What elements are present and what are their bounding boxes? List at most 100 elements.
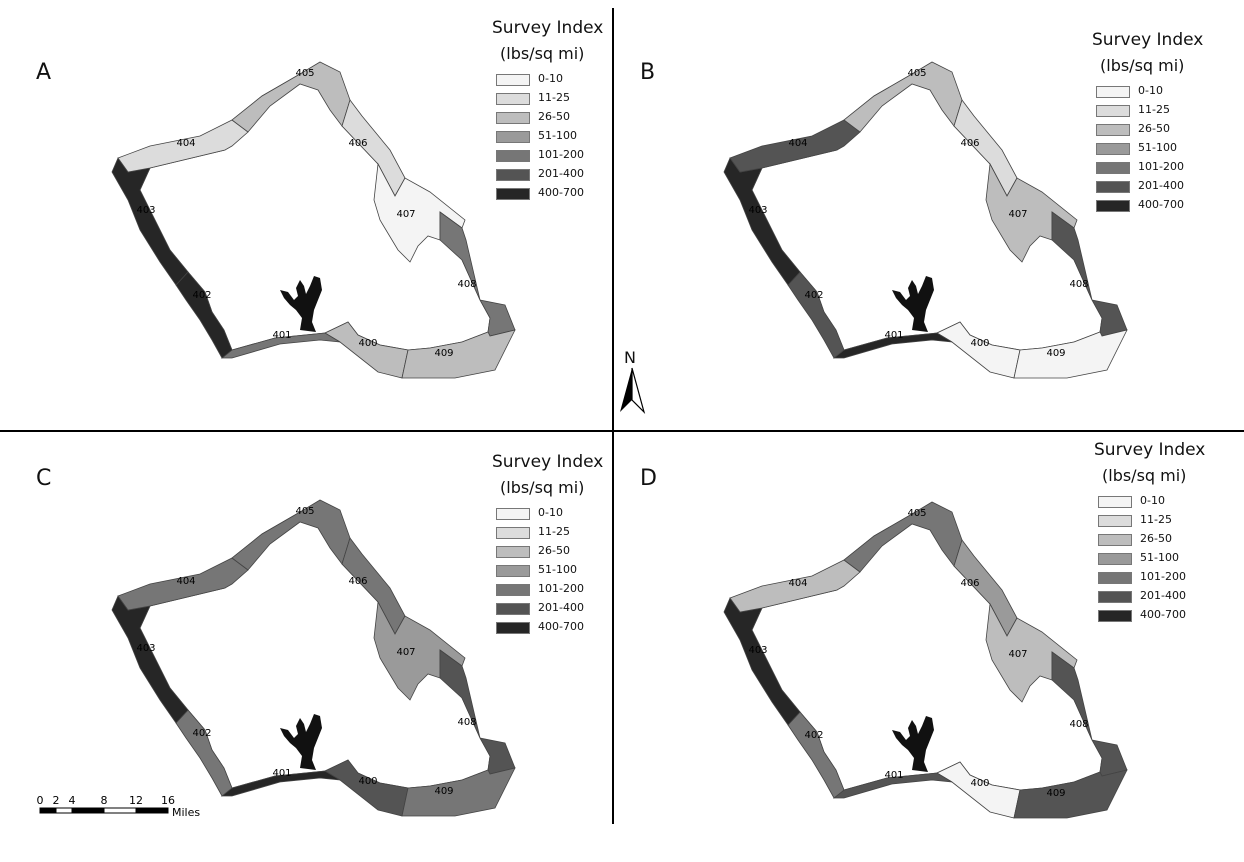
harbor-inlet — [280, 276, 322, 332]
legend-units: (lbs/sq mi) — [1100, 56, 1185, 75]
vertical-divider — [612, 8, 614, 824]
legend-label: 26-50 — [538, 544, 570, 557]
legend-swatch — [496, 112, 530, 124]
zone-409 — [1013, 769, 1128, 819]
legend-swatch — [1096, 162, 1130, 174]
legend-label: 11-25 — [538, 91, 570, 104]
legend-label: 26-50 — [538, 110, 570, 123]
harbor-inlet — [280, 714, 322, 770]
legend-swatch — [496, 131, 530, 143]
scale-bar: 0 2 4 8 12 16 Miles — [30, 794, 230, 822]
island-map: 400 401 402 403 404 405 406 407 408 409 — [111, 499, 516, 817]
horizontal-divider — [0, 430, 1244, 432]
north-arrow-label: N — [624, 348, 636, 367]
legend-swatch — [496, 527, 530, 539]
zone-label-406: 406 — [960, 578, 979, 589]
legend-swatch — [496, 603, 530, 615]
legend-swatch — [496, 93, 530, 105]
zone-label-408: 408 — [457, 717, 476, 728]
legend-label: 0-10 — [1140, 494, 1165, 507]
zone-401 — [220, 332, 341, 359]
zone-label-409: 409 — [434, 348, 453, 359]
legend-label: 26-50 — [1138, 122, 1170, 135]
legend-label: 11-25 — [538, 525, 570, 538]
legend-label: 11-25 — [1140, 513, 1172, 526]
legend-swatch — [496, 508, 530, 520]
zone-label-401: 401 — [884, 770, 903, 781]
legend-swatch — [496, 188, 530, 200]
scale-segment — [135, 807, 169, 814]
legend-label: 11-25 — [1138, 103, 1170, 116]
legend-label: 51-100 — [1138, 141, 1177, 154]
scale-segment — [103, 807, 137, 814]
legend-label: 51-100 — [538, 129, 577, 142]
legend-label: 400-700 — [538, 186, 584, 199]
legend-swatch — [1096, 86, 1130, 98]
zone-label-400: 400 — [970, 778, 989, 789]
legend-label: 201-400 — [1140, 589, 1186, 602]
scale-segment — [39, 807, 57, 814]
zone-label-403: 403 — [136, 643, 155, 654]
legend-label: 201-400 — [538, 167, 584, 180]
zone-402 — [787, 271, 845, 359]
zone-label-400: 400 — [358, 776, 377, 787]
scale-tick-label: 0 — [37, 794, 44, 807]
scale-tick-label: 12 — [129, 794, 143, 807]
zone-409 — [401, 329, 516, 379]
zone-402 — [175, 709, 233, 797]
zone-label-409: 409 — [434, 786, 453, 797]
map-panel-a: A 400 401 402 403 404 405 406 407 408 409 Survey In… — [0, 0, 612, 430]
legend-swatch — [1098, 553, 1132, 565]
legend-title: Survey Index — [1092, 30, 1204, 50]
zone-label-405: 405 — [907, 508, 926, 519]
legend-swatch — [496, 546, 530, 558]
legend-swatch — [496, 622, 530, 634]
legend-label: 400-700 — [538, 620, 584, 633]
panel-letter: B — [640, 60, 656, 85]
legend-units: (lbs/sq mi) — [500, 478, 585, 497]
panel-letter: D — [640, 466, 657, 491]
zone-label-400: 400 — [358, 338, 377, 349]
zone-label-409: 409 — [1046, 348, 1065, 359]
map-panel-b: B 400 401 402 403 404 405 406 407 408 409 Survey In… — [612, 0, 1224, 430]
legend-swatch — [496, 169, 530, 181]
legend-label: 201-400 — [538, 601, 584, 614]
legend-swatch — [496, 584, 530, 596]
legend-swatch — [1096, 124, 1130, 136]
harbor-inlet — [892, 716, 934, 772]
legend-label: 400-700 — [1138, 198, 1184, 211]
scale-tick-label: 8 — [101, 794, 108, 807]
scale-segment — [71, 807, 105, 814]
legend-label: 51-100 — [1140, 551, 1179, 564]
zone-label-400: 400 — [970, 338, 989, 349]
legend-swatch — [496, 74, 530, 86]
zone-402 — [175, 271, 233, 359]
legend-units: (lbs/sq mi) — [500, 44, 585, 63]
legend-swatch — [1098, 534, 1132, 546]
legend-label: 0-10 — [538, 72, 563, 85]
zone-label-402: 402 — [192, 728, 211, 739]
scale-unit: Miles — [172, 806, 200, 819]
zone-402 — [787, 711, 845, 799]
legend-swatch — [1098, 496, 1132, 508]
zone-404 — [117, 119, 249, 173]
zone-label-402: 402 — [804, 730, 823, 741]
zone-label-404: 404 — [788, 138, 807, 149]
zone-409 — [401, 767, 516, 817]
zone-401 — [832, 332, 953, 359]
zone-401 — [832, 772, 953, 799]
zone-label-401: 401 — [884, 330, 903, 341]
north-arrow: N — [618, 348, 654, 418]
harbor-inlet — [892, 276, 934, 332]
legend-title: Survey Index — [492, 18, 604, 38]
zone-label-407: 407 — [396, 647, 415, 658]
zone-label-407: 407 — [396, 209, 415, 220]
zone-label-404: 404 — [176, 576, 195, 587]
zone-label-407: 407 — [1008, 649, 1027, 660]
legend-label: 101-200 — [538, 148, 584, 161]
zone-label-406: 406 — [348, 576, 367, 587]
legend-label: 400-700 — [1140, 608, 1186, 621]
legend-swatch — [1098, 572, 1132, 584]
zone-label-402: 402 — [192, 290, 211, 301]
